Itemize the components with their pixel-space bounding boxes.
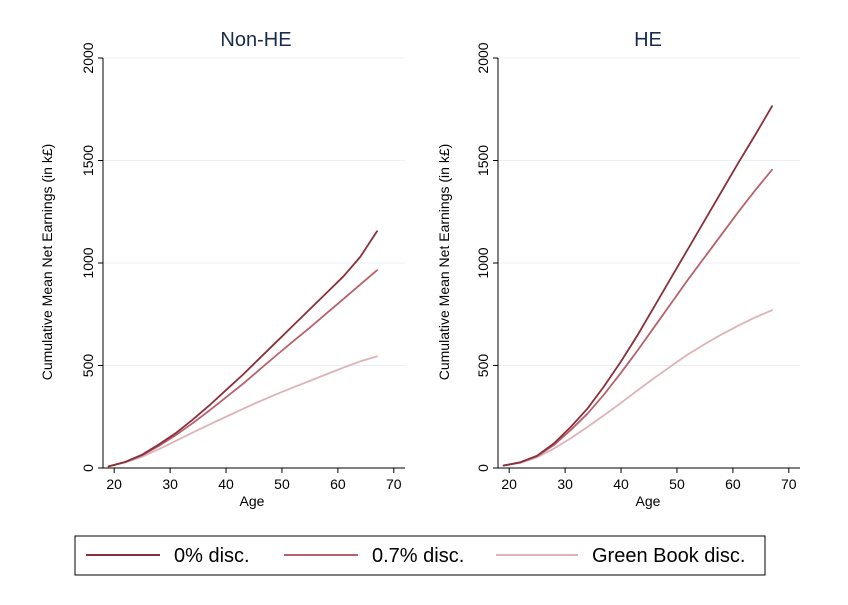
y-tick-label: 2000 xyxy=(80,42,96,73)
y-axis-label: Cumulative Mean Net Earnings (in k£) xyxy=(436,144,452,381)
y-tick-label: 2000 xyxy=(475,42,491,73)
y-tick-label: 0 xyxy=(475,464,491,472)
series-line-0-7-disc xyxy=(502,168,773,467)
legend: 0% disc. 0.7% disc. Green Book disc. xyxy=(74,535,766,576)
x-axis-label: Age xyxy=(636,493,661,509)
x-tick-label: 20 xyxy=(501,476,517,492)
x-tick-label: 40 xyxy=(218,476,234,492)
y-tick-label: 0 xyxy=(80,464,96,472)
series-line-green-book-disc xyxy=(502,309,773,467)
series-line-0-disc xyxy=(502,105,773,467)
x-tick-label: 60 xyxy=(725,476,741,492)
x-tick-label: 50 xyxy=(669,476,685,492)
legend-box xyxy=(74,535,766,576)
y-tick-label: 500 xyxy=(80,354,96,378)
legend-label-green-book-disc: Green Book disc. xyxy=(592,545,745,567)
x-tick-label: 30 xyxy=(162,476,178,492)
series-line-green-book-disc xyxy=(107,355,378,468)
x-tick-label: 50 xyxy=(274,476,290,492)
y-tick-label: 1500 xyxy=(475,145,491,176)
x-tick-label: 60 xyxy=(330,476,346,492)
y-tick-label: 1500 xyxy=(80,145,96,176)
legend-label-0-disc: 0% disc. xyxy=(174,545,250,567)
legend-label-07-disc: 0.7% disc. xyxy=(372,545,464,567)
series-line-0-disc xyxy=(107,230,378,468)
y-tick-label: 500 xyxy=(475,354,491,378)
y-axis-label: Cumulative Mean Net Earnings (in k£) xyxy=(39,144,55,381)
x-axis-label: Age xyxy=(240,493,265,509)
panel-non-he: Non-HE Age Cumulative Mean Net Earnings … xyxy=(39,29,405,509)
x-tick-label: 20 xyxy=(106,476,122,492)
series-line-0-7-disc xyxy=(107,269,378,468)
x-tick-label: 30 xyxy=(557,476,573,492)
x-tick-label: 70 xyxy=(386,476,402,492)
y-tick-label: 1000 xyxy=(80,247,96,278)
panel-title: HE xyxy=(634,29,662,51)
panel-title: Non-HE xyxy=(220,29,291,51)
y-tick-label: 1000 xyxy=(475,247,491,278)
panel-he: HE Age Cumulative Mean Net Earnings (in … xyxy=(436,29,800,509)
x-tick-label: 70 xyxy=(781,476,797,492)
x-tick-label: 40 xyxy=(613,476,629,492)
